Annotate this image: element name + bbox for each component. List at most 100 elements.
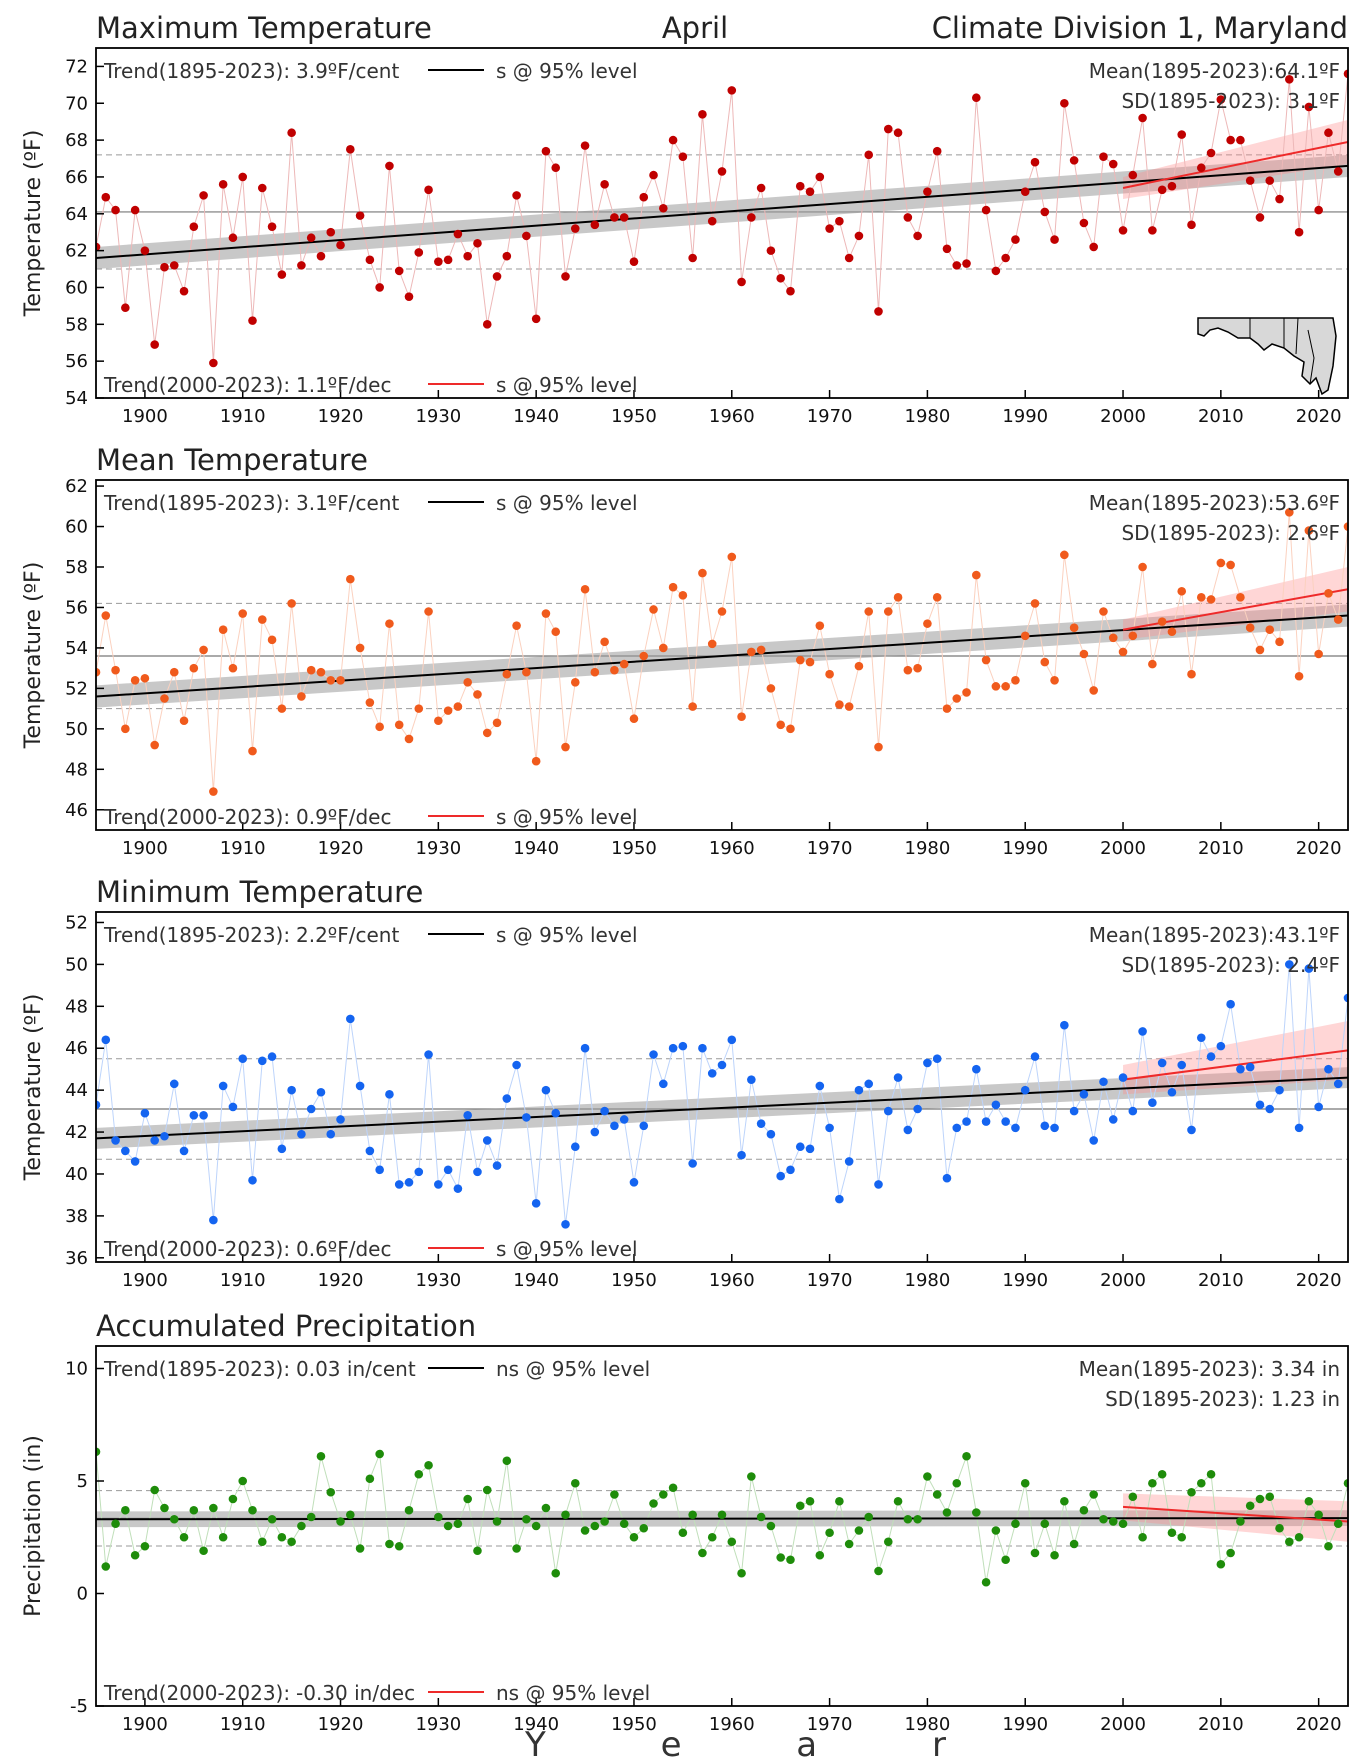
data-point: [453, 1519, 463, 1529]
data-point: [991, 266, 1001, 276]
data-point: [610, 213, 619, 222]
data-point: [668, 1043, 678, 1053]
data-points: [96, 69, 1348, 368]
data-point: [659, 643, 668, 653]
x-tick-label: 1920: [318, 1714, 364, 1735]
plot-area: [96, 960, 1348, 1229]
data-point: [747, 647, 756, 657]
x-tick-label: 1950: [611, 406, 657, 427]
y-tick-label: 40: [65, 1164, 88, 1185]
data-point: [737, 1150, 746, 1160]
data-point: [903, 665, 913, 675]
y-tick-label: 10: [65, 1359, 88, 1380]
data-point: [962, 1451, 971, 1461]
data-point: [1236, 1517, 1245, 1526]
data-point: [1089, 242, 1098, 252]
x-axis-label: Y e a r: [524, 1725, 998, 1760]
data-point: [1040, 207, 1050, 217]
data-point: [473, 1167, 482, 1177]
x-tick-label: 1940: [513, 1270, 559, 1291]
x-tick-label: 1960: [709, 838, 755, 859]
panel-2: Mean Temperature 46 48 50 52 54 56 58 60 62 1900 19…: [21, 443, 1349, 859]
data-point: [199, 645, 208, 655]
panels: 54 56 58 60 62 64 66 68 70 72 1900 1910 1920 1930 1940…: [21, 47, 1349, 1735]
y-tick-label: 52: [65, 678, 88, 699]
data-point: [737, 1568, 746, 1578]
data-point: [140, 1541, 150, 1551]
data-point: [365, 1474, 375, 1484]
data-point: [844, 253, 854, 263]
data-point: [962, 1117, 971, 1126]
x-tick-label: 1960: [709, 1714, 755, 1735]
data-point: [580, 1526, 590, 1535]
data-point: [844, 702, 854, 711]
data-point: [1099, 152, 1108, 161]
data-point: [639, 651, 649, 661]
data-point: [561, 1219, 570, 1229]
data-point: [1030, 1052, 1040, 1061]
data-point: [1030, 1548, 1040, 1558]
data-point: [991, 682, 1001, 691]
data-point: [629, 257, 639, 266]
data-point: [795, 181, 805, 191]
data-point: [434, 1180, 443, 1189]
data-point: [169, 667, 179, 677]
data-point: [365, 698, 375, 707]
data-point: [179, 286, 189, 296]
data-point: [1128, 170, 1138, 180]
data-point: [346, 574, 355, 584]
y-tick-label: 58: [65, 557, 88, 578]
data-point: [316, 667, 326, 677]
data-point: [336, 1517, 345, 1526]
data-point: [1343, 1478, 1348, 1488]
data-point: [962, 259, 971, 268]
data-point: [1079, 1505, 1089, 1515]
data-point: [297, 692, 306, 701]
data-point: [981, 655, 991, 665]
data-point: [385, 1539, 394, 1549]
data-point: [981, 1577, 991, 1587]
data-point: [1196, 593, 1206, 602]
data-point: [825, 224, 834, 233]
data-point: [101, 1562, 111, 1571]
data-point: [424, 1050, 433, 1059]
data-point: [375, 1449, 384, 1459]
data-point: [1333, 615, 1343, 624]
trend-long-significance: ns @ 95% level: [496, 1357, 650, 1381]
data-point: [923, 619, 932, 628]
data-point: [815, 172, 825, 182]
data-point: [1118, 1519, 1128, 1529]
x-tick-label: 1950: [611, 838, 657, 859]
data-point: [844, 1539, 854, 1549]
x-tick-label: 1920: [318, 406, 364, 427]
trend-short-value: -0.30 in/dec: [296, 1681, 415, 1705]
x-tick-label: 1960: [709, 406, 755, 427]
data-point: [111, 665, 120, 675]
data-point: [1128, 1492, 1138, 1502]
data-point: [1148, 659, 1157, 669]
data-point: [512, 191, 521, 200]
data-point: [1187, 1125, 1196, 1135]
data-point: [541, 1085, 551, 1095]
data-point: [189, 1110, 199, 1120]
x-tick-label: 2000: [1100, 1714, 1146, 1735]
data-point: [688, 1159, 697, 1168]
data-point: [1040, 657, 1050, 667]
data-point: [1187, 669, 1196, 679]
data-point: [248, 1175, 257, 1185]
data-point: [1050, 235, 1059, 244]
data-point: [972, 93, 981, 103]
x-tick-label: 1930: [415, 1714, 461, 1735]
x-tick-label: 1920: [318, 1270, 364, 1291]
data-point: [482, 728, 492, 738]
data-point: [1265, 1492, 1275, 1502]
trend-short-ci-band: [1123, 566, 1348, 640]
x-tick-label: 1970: [807, 838, 853, 859]
data-point: [1118, 647, 1128, 657]
data-point: [1148, 226, 1157, 235]
data-point: [629, 1532, 639, 1542]
data-point: [541, 146, 551, 156]
x-tick-label: 2020: [1296, 1714, 1342, 1735]
data-point: [394, 1180, 404, 1189]
